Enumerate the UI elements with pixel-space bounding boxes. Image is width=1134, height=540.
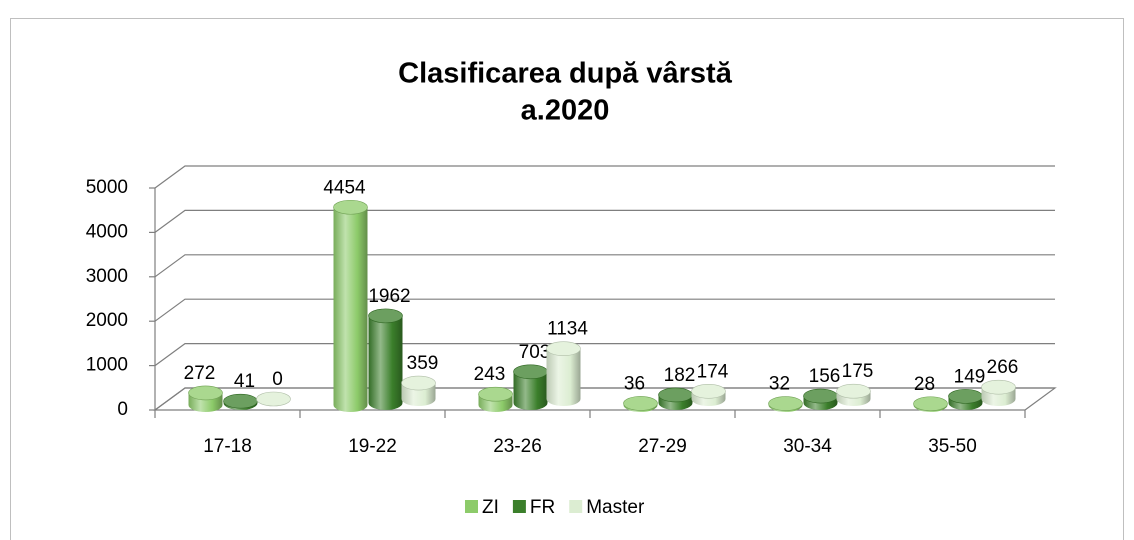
- bar-top: [913, 396, 948, 412]
- x-tick-label: 27-29: [638, 436, 687, 457]
- grid-line: [154, 254, 1055, 278]
- grid-line: [154, 343, 1055, 367]
- data-label: 41: [234, 371, 255, 392]
- data-label: 243: [474, 364, 506, 385]
- bar: [836, 383, 871, 406]
- data-label: 156: [809, 366, 841, 387]
- data-label: 272: [184, 363, 216, 384]
- data-label: 4454: [323, 177, 366, 198]
- bar: [623, 396, 658, 412]
- bar-top: [948, 389, 983, 404]
- data-label: 0: [272, 369, 283, 390]
- bar: [546, 341, 581, 406]
- bar: [368, 308, 403, 410]
- grid-line: [154, 209, 1055, 233]
- chart-border: [10, 18, 1124, 540]
- bar: [981, 379, 1016, 406]
- y-tick-label: 4000: [86, 221, 128, 242]
- bar-top: [368, 308, 403, 324]
- bar-body: [333, 207, 368, 405]
- bar: [223, 393, 258, 410]
- bar: [948, 389, 983, 410]
- x-tick-label: 23-26: [493, 436, 542, 457]
- legend-label: Master: [586, 497, 645, 518]
- bar-top: [401, 375, 436, 391]
- bar-top: [836, 383, 871, 399]
- legend-label: ZI: [482, 497, 499, 518]
- bar-top: [478, 386, 513, 402]
- bar-top: [256, 391, 291, 407]
- legend-swatch: [569, 500, 583, 513]
- data-label: 359: [407, 353, 439, 374]
- legend-label: FR: [530, 497, 555, 518]
- data-label: 32: [769, 374, 790, 395]
- bar-top: [333, 199, 368, 215]
- bar-top: [803, 388, 838, 404]
- data-label: 182: [664, 365, 696, 386]
- bar: [768, 396, 803, 412]
- bar-top: [546, 341, 581, 356]
- bar-top: [768, 396, 803, 411]
- bar: [658, 387, 693, 410]
- bar-top: [513, 364, 548, 380]
- data-label: 28: [914, 374, 935, 395]
- data-label: 149: [954, 366, 986, 387]
- bar: [333, 199, 368, 412]
- y-tick-label: 5000: [86, 177, 128, 198]
- legend-swatch: [512, 500, 526, 513]
- bar-top: [658, 387, 693, 403]
- bar: [478, 386, 513, 412]
- bar-top: [623, 396, 658, 411]
- bar-top: [691, 383, 726, 399]
- bar-top: [223, 393, 258, 409]
- bar: [913, 396, 948, 412]
- legend-swatch: [465, 500, 478, 513]
- chart-title: Clasificarea după vârstă: [398, 58, 733, 90]
- data-label: 266: [987, 357, 1019, 378]
- data-label: 1134: [547, 319, 588, 340]
- y-tick-label: 1000: [86, 355, 128, 376]
- bar: [188, 385, 223, 412]
- bar-top: [188, 385, 223, 401]
- data-label: 175: [842, 361, 874, 382]
- x-tick-label: 17-18: [203, 436, 252, 457]
- bar: [691, 383, 726, 406]
- bar-body: [546, 348, 581, 399]
- bar-body: [368, 315, 403, 403]
- bar: [256, 391, 291, 407]
- grid-line: [154, 165, 1055, 189]
- data-label: 174: [697, 361, 729, 382]
- y-tick-label: 2000: [86, 310, 128, 331]
- x-tick-label: 19-22: [348, 436, 397, 457]
- bar-top: [981, 379, 1016, 395]
- chart-subtitle: a.2020: [521, 95, 610, 127]
- data-label: 36: [624, 373, 645, 394]
- bar: [513, 364, 548, 410]
- grid-line: [154, 298, 1055, 322]
- y-tick-label: 3000: [86, 266, 128, 287]
- data-label: 1962: [368, 286, 410, 307]
- bar: [803, 388, 838, 410]
- x-tick-label: 35-50: [928, 436, 977, 457]
- data-label: 703: [519, 342, 551, 363]
- y-tick-label: 0: [117, 399, 128, 420]
- bar: [401, 375, 436, 406]
- x-tick-label: 30-34: [783, 436, 832, 457]
